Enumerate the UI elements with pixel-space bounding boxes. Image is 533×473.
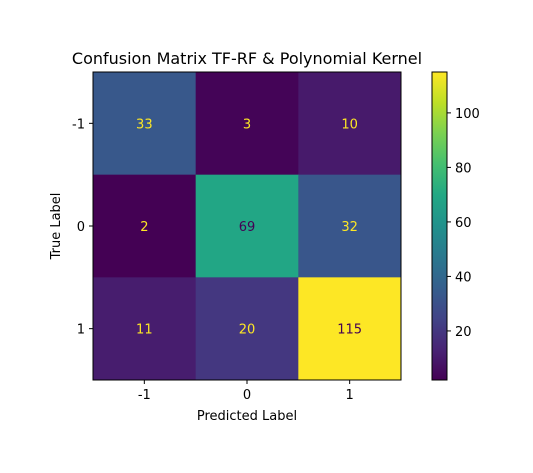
y-tick-label: 0 (77, 220, 85, 235)
cell-value-label: 32 (341, 220, 358, 235)
x-tick-label: 1 (346, 388, 354, 403)
colorbar-tick-label: 60 (455, 216, 472, 231)
heatmap-cell (93, 277, 197, 381)
cell-value-label: 69 (239, 220, 256, 235)
colorbar-ticks: 20 40 60 80 100 (447, 107, 480, 340)
x-axis-ticks: -1 0 1 (138, 380, 354, 403)
heatmap-cell (298, 277, 402, 381)
colorbar (431, 71, 448, 381)
heatmap-cell (195, 174, 299, 278)
y-axis-label: True Label (49, 193, 64, 261)
heatmap-cell (195, 277, 299, 381)
cell-value-label: 10 (341, 117, 358, 132)
colorbar-tick-label: 20 (455, 325, 472, 340)
colorbar-tick-label: 100 (455, 107, 480, 122)
cell-value-label: 33 (136, 117, 153, 132)
x-tick-label: 0 (243, 388, 251, 403)
heatmap-cell (298, 174, 402, 278)
chart-title: Confusion Matrix TF-RF & Polynomial Kern… (72, 49, 422, 68)
heatmap-cell (93, 174, 197, 278)
cell-value-label: 2 (140, 220, 148, 235)
heatmap-cell (298, 72, 402, 176)
cell-value-label: 115 (337, 323, 362, 338)
cell-value-label: 3 (243, 117, 251, 132)
heatmap-cell (195, 72, 299, 176)
y-tick-label: 1 (77, 323, 85, 338)
colorbar-tick-label: 40 (455, 270, 472, 285)
heatmap-cell (93, 72, 197, 176)
cell-value-label: 11 (136, 323, 153, 338)
y-tick-label: -1 (72, 117, 85, 132)
x-tick-label: -1 (138, 388, 151, 403)
colorbar-tick-label: 80 (455, 161, 472, 176)
y-axis-ticks: -1 0 1 (72, 117, 93, 338)
x-axis-label: Predicted Label (197, 409, 297, 424)
cell-value-label: 20 (239, 323, 256, 338)
